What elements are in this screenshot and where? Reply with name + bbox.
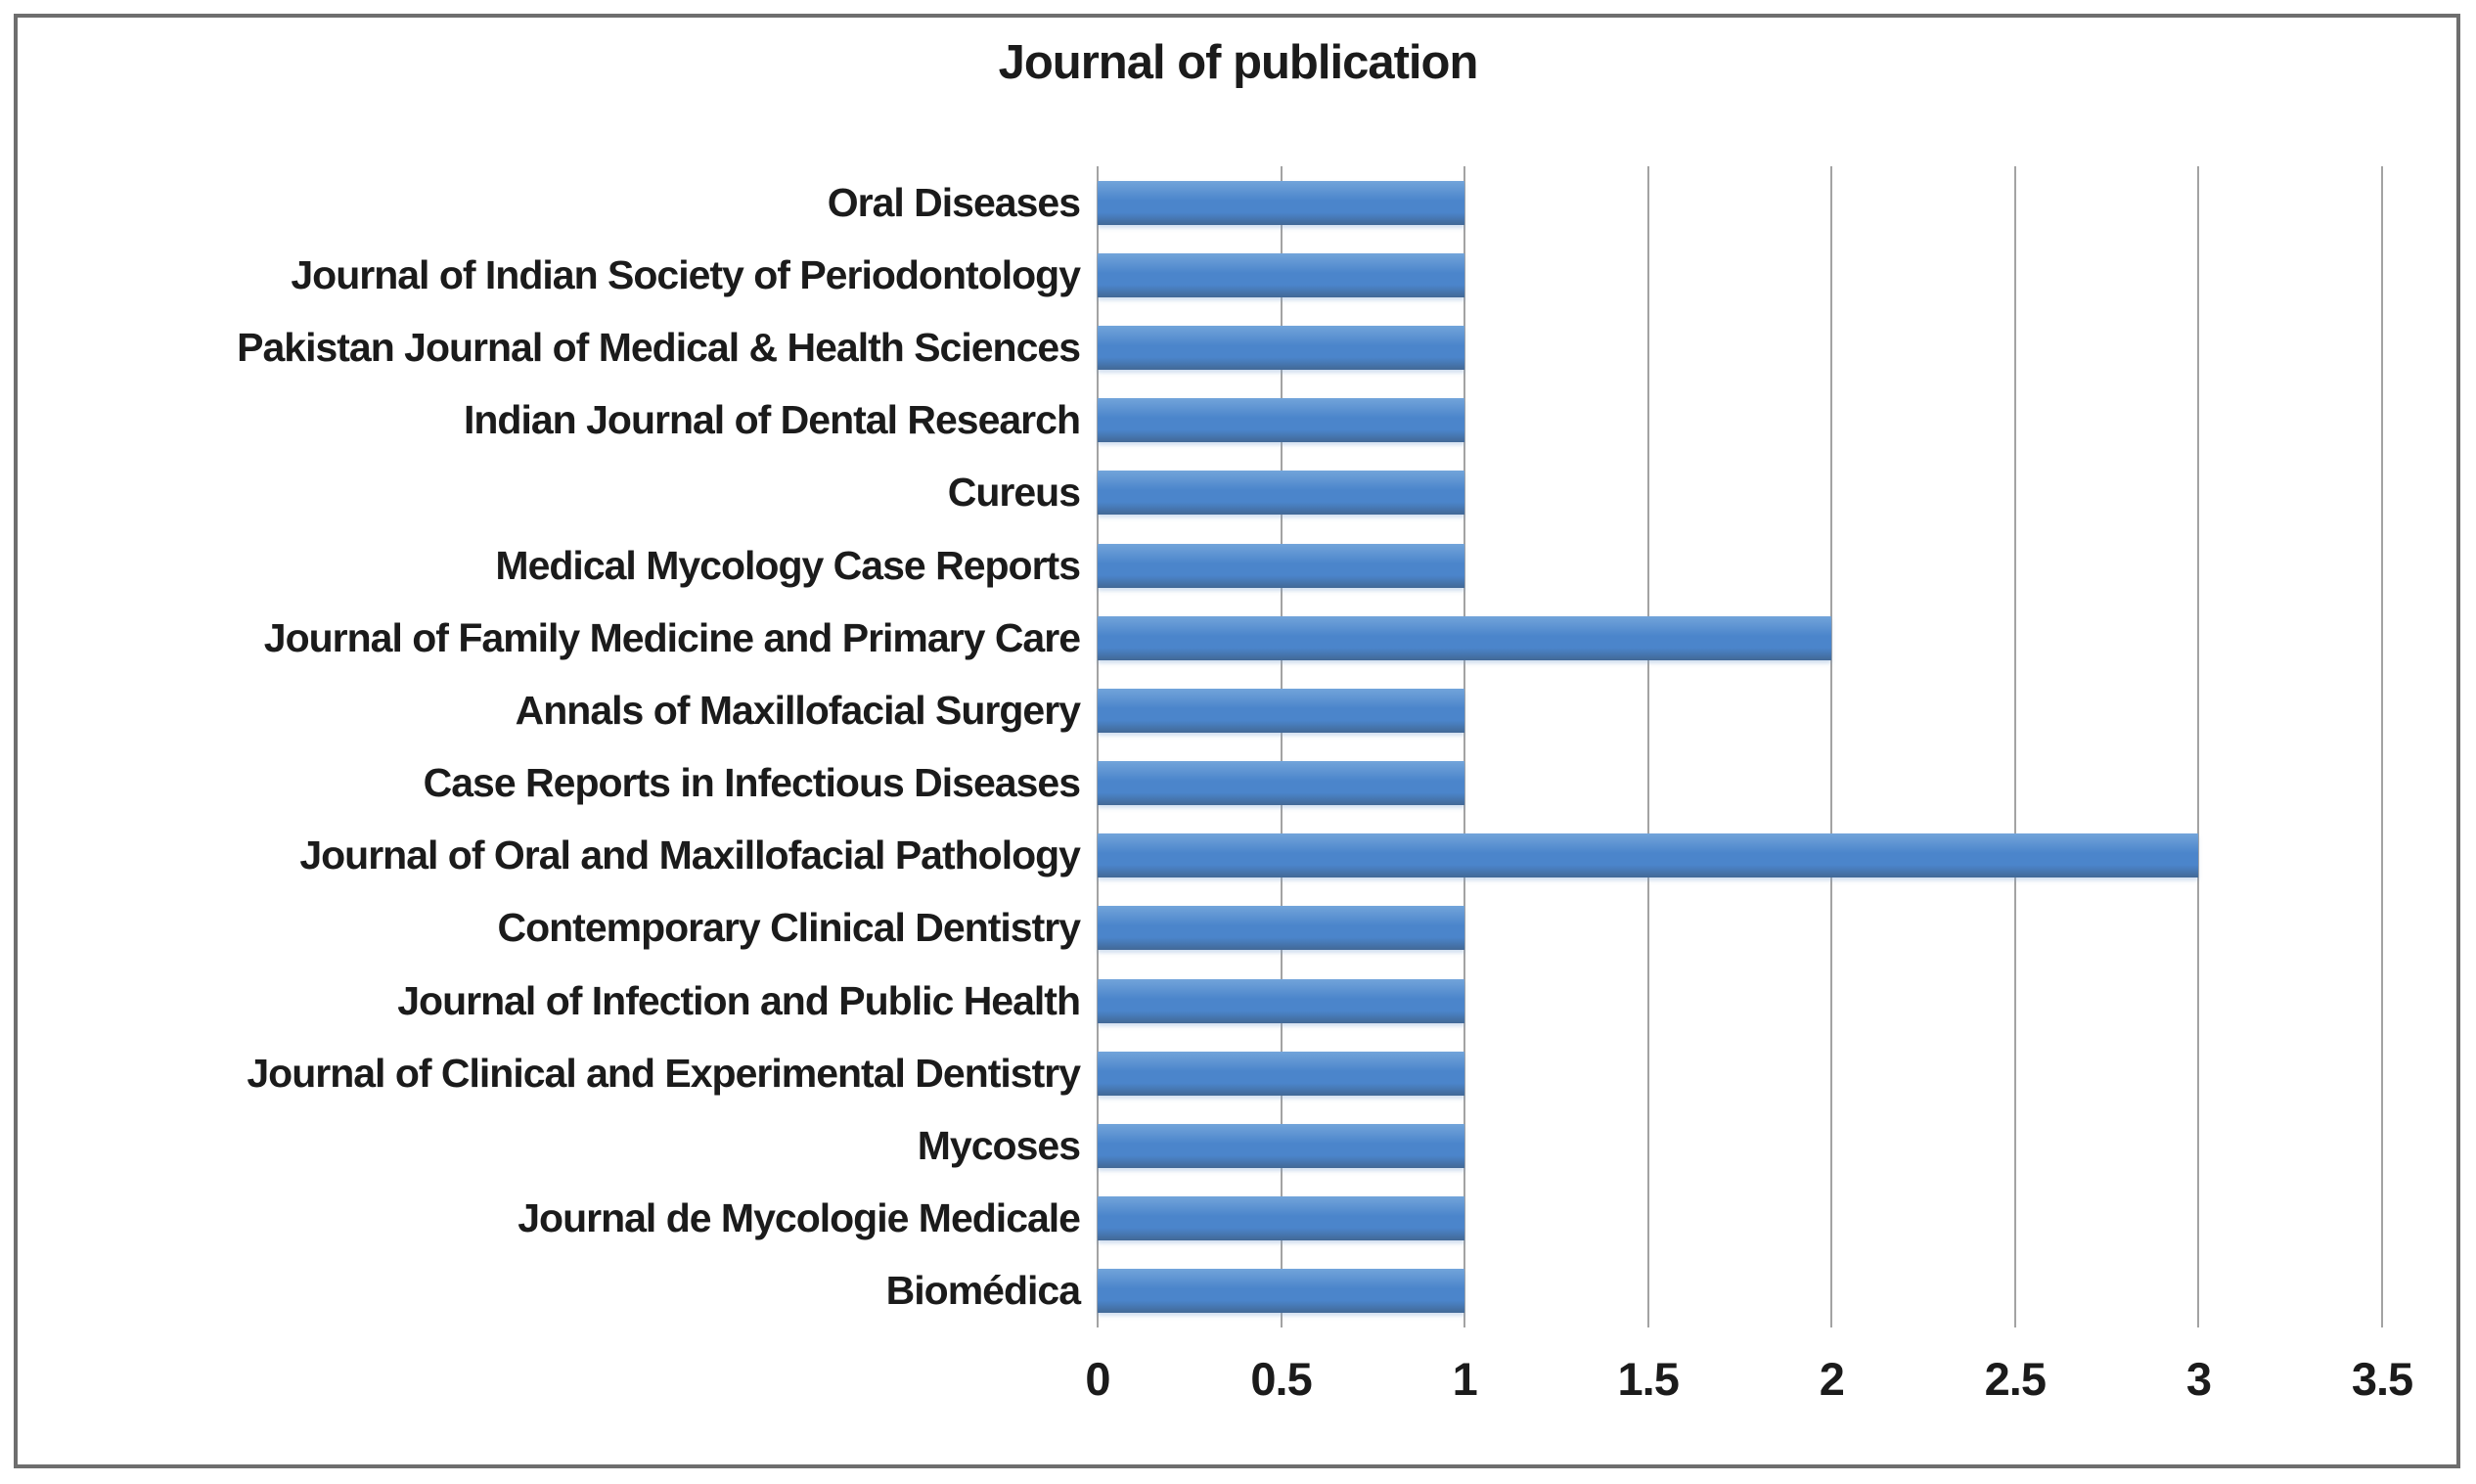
- bar: [1098, 1269, 1465, 1314]
- x-axis-tick-labels: 0 0.5 1 1.5 2 2.5 3 3.5: [1085, 1352, 2413, 1430]
- x-axis-tick-label: 2: [1819, 1353, 1845, 1405]
- bar: [1098, 398, 1465, 443]
- gridline: [1830, 166, 1833, 1327]
- bar: [1098, 180, 1465, 225]
- y-axis-labels: Oral Diseases Journal of Indian Society o…: [29, 166, 1081, 1327]
- y-axis-label: Journal of Family Medicine and Primary C…: [263, 614, 1081, 660]
- y-axis-label: Medical Mycology Case Reports: [495, 542, 1081, 588]
- y-axis-label: Indian Journal of Dental Research: [464, 397, 1081, 443]
- y-axis-label: Journal of Infection and Public Health: [397, 977, 1081, 1023]
- x-axis-tick-label: 1.5: [1617, 1353, 1680, 1405]
- x-axis-tick-label: 1: [1452, 1353, 1478, 1405]
- bar: [1098, 761, 1465, 806]
- bar: [1098, 252, 1465, 297]
- x-axis-tick-label: 2.5: [1984, 1353, 2047, 1405]
- y-axis-label: Annals of Maxillofacial Surgery: [515, 687, 1081, 733]
- gridline: [1646, 166, 1649, 1327]
- x-axis-tick-label: 0: [1085, 1353, 1110, 1405]
- y-axis-label: Cureus: [947, 470, 1081, 516]
- bar: [1098, 615, 1832, 660]
- gridline: [1097, 166, 1099, 1327]
- gridline: [2381, 166, 2383, 1327]
- gridline: [1280, 166, 1283, 1327]
- bar: [1098, 1124, 1465, 1169]
- gridline: [2013, 166, 2016, 1327]
- bar: [1098, 1051, 1465, 1096]
- x-axis-tick-label: 0.5: [1250, 1353, 1312, 1405]
- y-axis-label: Oral Diseases: [827, 179, 1081, 225]
- gridline: [2197, 166, 2200, 1327]
- y-axis-label: Contemporary Clinical Dentistry: [497, 905, 1081, 951]
- bar: [1098, 471, 1465, 516]
- plot-area: [1097, 166, 2383, 1327]
- bar: [1098, 325, 1465, 370]
- gridline: [1463, 166, 1466, 1327]
- y-axis-label: Journal of Oral and Maxillofacial Pathol…: [299, 832, 1081, 878]
- chart-title: Journal of publication: [998, 36, 1479, 89]
- bar: [1098, 1196, 1465, 1241]
- bar: [1098, 688, 1465, 733]
- bar: [1098, 833, 2199, 878]
- bar: [1098, 906, 1465, 951]
- y-axis-label: Journal of Clinical and Experimental Den…: [247, 1050, 1081, 1096]
- x-axis-tick-label: 3.5: [2351, 1353, 2413, 1405]
- bar: [1098, 543, 1465, 588]
- y-axis-label: Pakistan Journal of Medical & Health Sci…: [237, 324, 1081, 370]
- y-axis-label: Biomédica: [885, 1268, 1081, 1314]
- y-axis-label: Journal de Mycologie Medicale: [518, 1195, 1081, 1241]
- bar: [1098, 978, 1465, 1023]
- y-axis-label: Journal of Indian Society of Periodontol…: [291, 251, 1081, 297]
- y-axis-label: Case Reports in Infectious Diseases: [423, 760, 1081, 806]
- y-axis-label: Mycoses: [917, 1123, 1081, 1169]
- x-axis-tick-label: 3: [2185, 1353, 2212, 1405]
